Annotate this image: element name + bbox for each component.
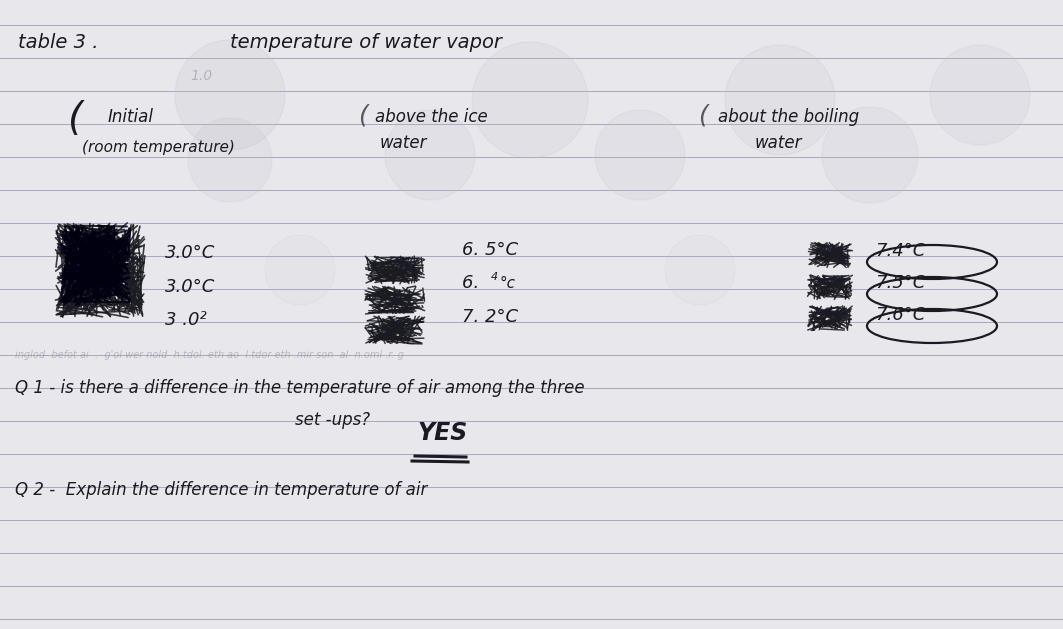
Text: 7.4°C: 7.4°C (875, 242, 926, 260)
Text: about the boiling: about the boiling (718, 108, 859, 126)
Circle shape (188, 118, 272, 202)
Text: temperature of water vapor: temperature of water vapor (230, 33, 502, 52)
Text: Q 1 - is there a difference in the temperature of air among the three: Q 1 - is there a difference in the tempe… (15, 379, 585, 397)
Text: water: water (755, 134, 803, 152)
Text: table 3 .: table 3 . (18, 33, 99, 52)
Text: 7.6°C: 7.6°C (875, 306, 926, 324)
Text: (: ( (358, 103, 368, 127)
Text: above the ice: above the ice (375, 108, 488, 126)
Text: °c: °c (500, 276, 516, 291)
Circle shape (265, 235, 335, 305)
Text: set -ups?: set -ups? (296, 411, 370, 429)
Circle shape (930, 45, 1030, 145)
Text: 7.5°C: 7.5°C (875, 274, 926, 292)
Text: (room temperature): (room temperature) (82, 140, 235, 155)
Text: 6.: 6. (462, 274, 485, 292)
Text: inglod  befot ai  .  g'ol wer nold  h.tdol. eth ao  l.tdor eth .mir son  al  n.o: inglod befot ai . g'ol wer nold h.tdol. … (15, 350, 404, 360)
Text: 6. 5°C: 6. 5°C (462, 241, 518, 259)
Text: 3 .0²: 3 .0² (165, 311, 206, 329)
Text: 4: 4 (491, 272, 499, 282)
Circle shape (665, 235, 735, 305)
Text: (: ( (698, 103, 708, 127)
Circle shape (822, 107, 918, 203)
Circle shape (385, 110, 475, 200)
Text: Initial: Initial (108, 108, 154, 126)
Text: 3.0°C: 3.0°C (165, 244, 216, 262)
Circle shape (725, 45, 836, 155)
Text: 3.0°C: 3.0°C (165, 278, 216, 296)
Text: YES: YES (418, 421, 468, 445)
Text: (: ( (68, 100, 83, 138)
Text: Q 2 -  Explain the difference in temperature of air: Q 2 - Explain the difference in temperat… (15, 481, 427, 499)
Text: water: water (379, 134, 427, 152)
Text: 7. 2°C: 7. 2°C (462, 308, 518, 326)
Circle shape (595, 110, 685, 200)
Circle shape (175, 40, 285, 150)
Circle shape (472, 42, 588, 158)
Text: 1.0: 1.0 (190, 69, 213, 83)
